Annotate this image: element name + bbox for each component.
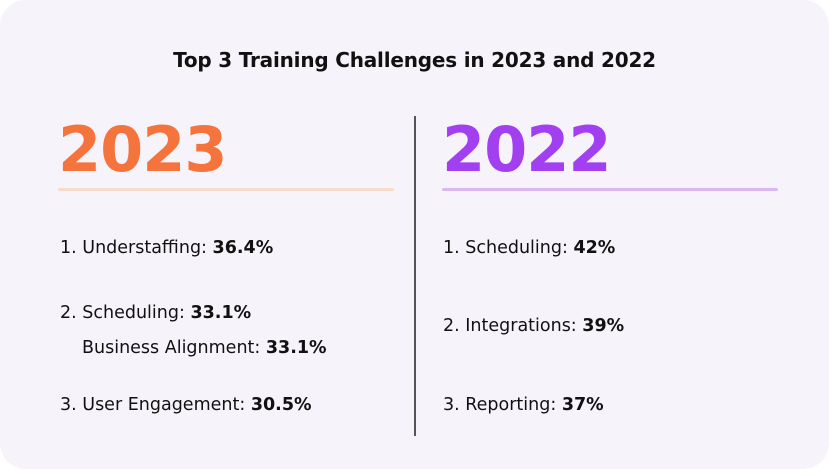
list-item-2023-understaffing: 1. Understaffing: 36.4% [60, 236, 273, 260]
item-value: 42% [573, 238, 616, 258]
item-label: 1. Scheduling: [443, 238, 568, 258]
item-label: 3. User Engagement: [60, 395, 246, 415]
year-2023-underline [58, 188, 394, 191]
item-value: 33.1% [265, 338, 327, 358]
item-label: Business Alignment: [82, 338, 261, 358]
item-label: 2. Integrations: [443, 316, 577, 336]
list-item-2023-user-engagement: 3. User Engagement: 30.5% [60, 393, 312, 417]
list-item-2023-business-alignment: Business Alignment: 33.1% [82, 336, 327, 360]
list-item-2022-integrations: 2. Integrations: 39% [443, 314, 624, 338]
list-item-2022-reporting: 3. Reporting: 37% [443, 393, 604, 417]
page-title: Top 3 Training Challenges in 2023 and 20… [173, 48, 656, 72]
year-2023-heading: 2023 [58, 113, 228, 186]
item-value: 33.1% [190, 303, 252, 323]
item-value: 30.5% [250, 395, 312, 415]
item-label: 1. Understaffing: [60, 238, 207, 258]
item-value: 39% [582, 316, 625, 336]
year-2022-heading: 2022 [442, 113, 612, 186]
item-label: 3. Reporting: [443, 395, 557, 415]
column-divider [414, 116, 416, 436]
list-item-2023-scheduling: 2. Scheduling: 33.1% [60, 301, 251, 325]
item-value: 37% [561, 395, 604, 415]
item-label: 2. Scheduling: [60, 303, 185, 323]
item-value: 36.4% [212, 238, 274, 258]
year-2022-underline [442, 188, 778, 191]
list-item-2022-scheduling: 1. Scheduling: 42% [443, 236, 615, 260]
